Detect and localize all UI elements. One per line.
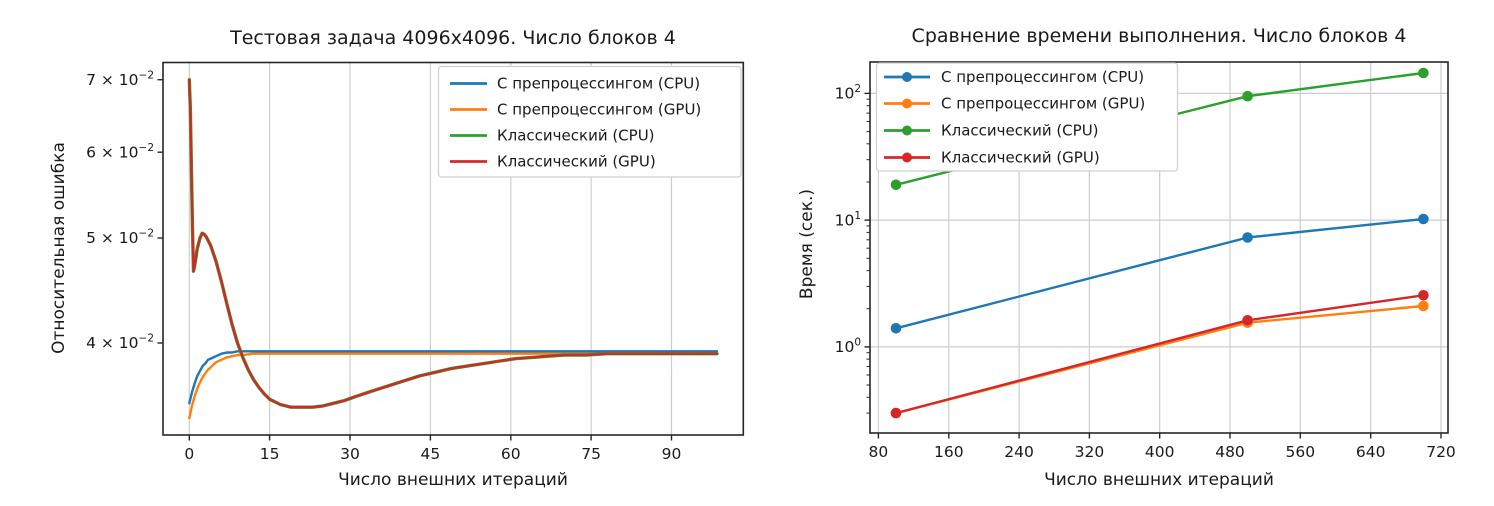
data-point-classic-cpu [1242, 90, 1253, 102]
legend-entry-pre-cpu: С препроцессингом (CPU) [450, 75, 700, 93]
left-chart-y-axis-label: Относительная ошибка [49, 142, 69, 354]
x-tick-label: 30 [340, 445, 360, 463]
y-tick-label: 102 [835, 83, 861, 103]
x-tick-label: 75 [581, 445, 601, 463]
series-pre-gpu [188, 352, 719, 420]
data-point-classic-gpu [890, 407, 902, 419]
series-classic-gpu [890, 290, 1429, 419]
series-pre-cpu [890, 213, 1429, 334]
right-chart-x-axis-label: Число внешних итераций [1044, 470, 1274, 490]
y-tick-label: 6 × 10−2 [86, 142, 154, 162]
y-tick-label: 100 [835, 337, 861, 357]
x-tick-label: 480 [1215, 443, 1245, 461]
x-tick-label: 160 [934, 443, 964, 461]
data-point-pre-cpu [1418, 213, 1429, 225]
x-tick-label: 400 [1145, 443, 1175, 461]
x-tick-label: 320 [1075, 443, 1105, 461]
data-point-pre-gpu [1418, 300, 1429, 312]
legend-marker-sample [902, 152, 912, 163]
data-point-classic-gpu [1418, 290, 1429, 301]
x-tick-label: 560 [1286, 443, 1316, 461]
legend-label: Классический (GPU) [497, 153, 656, 171]
y-tick-label: 7 × 10−2 [86, 69, 154, 89]
legend-entry-pre-gpu: С препроцессингом (GPU) [450, 101, 701, 119]
data-point-classic-cpu [1418, 67, 1429, 79]
x-tick-label: 240 [1004, 443, 1034, 461]
legend-entry-classic-cpu: Классический (CPU) [884, 122, 1099, 140]
x-tick-label: 45 [421, 445, 441, 463]
right-chart-title: Сравнение времени выполнения. Число блок… [911, 25, 1407, 47]
ticks: 0 15 30 45 60 75 90 7 × 10−2 6 × 10−2 5 × 10−2 4 ×… [86, 69, 681, 463]
legend-marker-sample [902, 98, 912, 109]
data-point-pre-cpu [1242, 232, 1253, 243]
legend-label: С препроцессингом (CPU) [941, 68, 1144, 86]
x-tick-label: 80 [869, 443, 889, 461]
series-group [187, 78, 719, 420]
series-line-pre-cpu [188, 350, 719, 405]
x-tick-label: 0 [184, 445, 194, 463]
y-tick-label: 101 [835, 210, 861, 230]
x-tick-label: 90 [662, 445, 682, 463]
legend-label: С препроцессингом (GPU) [497, 101, 701, 119]
legend: С препроцессингом (CPU) С препроцессингом… [437, 65, 742, 178]
legend-entry-pre-gpu: С препроцессингом (GPU) [884, 95, 1145, 113]
right-chart-y-axis-label: Время (сек.) [797, 188, 817, 300]
series-line-pre-gpu [188, 352, 719, 420]
legend-entry-classic-gpu: Классический (GPU) [884, 149, 1100, 167]
ticks: 80 160 240 320 400 480 560 640 720 102 101 100 [835, 83, 1456, 461]
legend-label: Классический (CPU) [941, 122, 1099, 140]
legend-entry-classic-cpu: Классический (CPU) [450, 127, 655, 145]
legend-label: Классический (GPU) [941, 149, 1100, 167]
x-tick-label: 640 [1356, 443, 1386, 461]
legend-marker-sample [902, 72, 912, 82]
chart-left: 0 15 30 45 60 75 90 7 × 10−2 6 × 10−2 5 × 10−2 4 ×… [86, 61, 745, 463]
data-point-pre-cpu [890, 323, 902, 334]
legend-label: С препроцессингом (CPU) [497, 75, 700, 93]
legend-label: С препроцессингом (GPU) [941, 95, 1145, 113]
legend-entry-classic-gpu: Классический (GPU) [450, 153, 656, 171]
x-tick-label: 720 [1426, 443, 1456, 461]
series-line-classic-gpu [188, 78, 719, 409]
legend-box [437, 65, 742, 178]
y-tick-label: 5 × 10−2 [86, 228, 154, 248]
x-tick-label: 60 [501, 445, 521, 463]
legend-box [875, 62, 1179, 172]
legend-entry-pre-cpu: С препроцессингом (CPU) [884, 68, 1144, 86]
legend-marker-sample [902, 125, 912, 136]
data-point-classic-cpu [890, 179, 902, 191]
data-point-classic-gpu [1242, 315, 1253, 326]
left-chart-title: Тестовая задача 4096x4096. Число блоков … [230, 27, 676, 49]
series-classic-gpu [188, 78, 719, 409]
chart-right: 80 160 240 320 400 480 560 640 720 102 101 100 С пре… [835, 61, 1456, 461]
series-pre-cpu [188, 350, 719, 405]
x-tick-label: 15 [260, 445, 280, 463]
axes-spines [162, 61, 745, 436]
left-chart-x-axis-label: Число внешних итераций [338, 470, 568, 490]
legend: С препроцессингом (CPU) С препроцессингом… [875, 62, 1179, 172]
y-tick-label: 4 × 10−2 [86, 333, 154, 353]
legend-label: Классический (CPU) [497, 127, 655, 145]
